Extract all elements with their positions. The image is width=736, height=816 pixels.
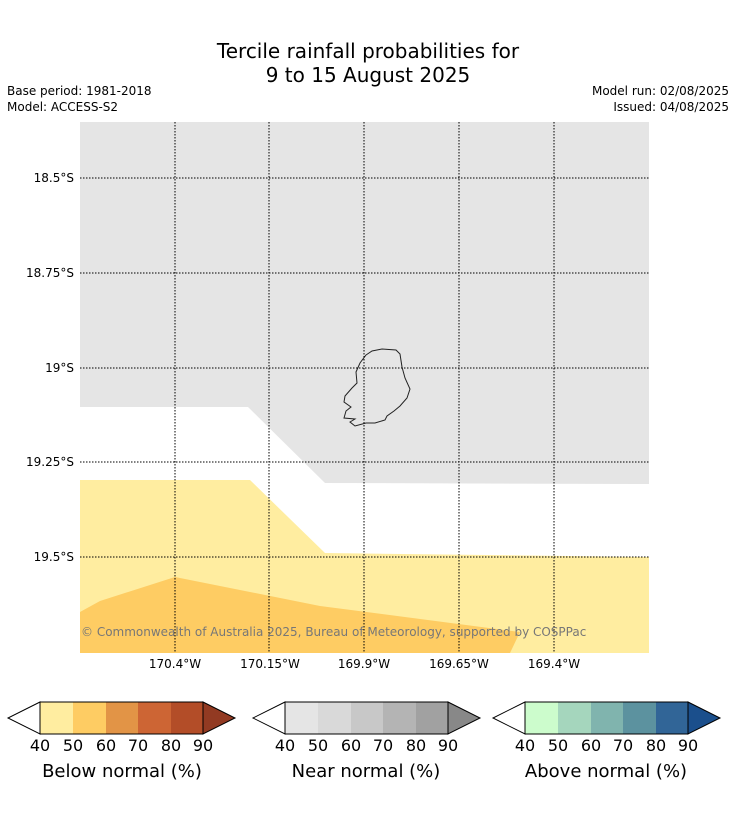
colorbar-segment (623, 702, 656, 734)
island-outline (343, 348, 411, 427)
colorbar-tick: 90 (192, 736, 214, 755)
colorbar-tick: 60 (95, 736, 117, 755)
gridlines (80, 122, 649, 653)
colorbar-outline (524, 701, 689, 735)
colorbar-tick: 80 (160, 736, 182, 755)
colorbar-tick: 50 (547, 736, 569, 755)
colorbar-segment (73, 702, 106, 734)
colorbar-tick: 50 (307, 736, 329, 755)
meta-right: Model run: 02/08/2025 Issued: 04/08/2025 (592, 83, 729, 115)
colorbar-under-extension (6, 701, 41, 735)
colorbar-tick: 60 (340, 736, 362, 755)
colorbar-over-extension (447, 701, 482, 735)
colorbar-segment (591, 702, 623, 734)
issued-text: Issued: 04/08/2025 (613, 100, 729, 114)
colorbar-segment (656, 702, 688, 734)
colorbar-over-extension (687, 701, 722, 735)
colorbar-tick: 70 (372, 736, 394, 755)
colorbar-outline (39, 701, 204, 735)
colorbar-tick: 90 (677, 736, 699, 755)
colorbar-segment (525, 702, 558, 734)
colorbar-over-extension (202, 701, 237, 735)
colorbar-segment (285, 702, 318, 734)
colorbar-label-above-normal: Above normal (%) (524, 761, 688, 782)
colorbar-tick: 40 (29, 736, 51, 755)
lon-label: 169.9°W (337, 657, 391, 671)
colorbar-segment (383, 702, 416, 734)
map-title-line-2: 9 to 15 August 2025 (265, 63, 471, 87)
colorbar-tick: 40 (274, 736, 296, 755)
colorbar-under-extension (491, 701, 526, 735)
lat-label: 18.75°S (26, 266, 74, 280)
colorbar-segment (138, 702, 171, 734)
meta-left: Base period: 1981-2018 Model: ACCESS-S2 (7, 83, 152, 115)
colorbar-label-below-normal: Below normal (%) (42, 761, 202, 782)
colorbar-segment (171, 702, 203, 734)
colorbar-segment (351, 702, 383, 734)
colorbar-tick: 80 (645, 736, 667, 755)
map-panel (80, 122, 649, 653)
colorbar-tick: 70 (612, 736, 634, 755)
base-period-text: Base period: 1981-2018 (7, 84, 152, 98)
lon-label: 170.4°W (148, 657, 202, 671)
colorbar-tick: 50 (62, 736, 84, 755)
colorbar-tick: 90 (437, 736, 459, 755)
lon-label: 169.65°W (429, 657, 489, 671)
colorbar-tick: 60 (580, 736, 602, 755)
lat-label: 19.5°S (33, 550, 74, 564)
colorbar-segment (40, 702, 73, 734)
lon-label: 169.4°W (527, 657, 581, 671)
map-title-line-1: Tercile rainfall probabilities for (216, 39, 520, 63)
colorbar-segment (106, 702, 138, 734)
colorbar-outline (284, 701, 449, 735)
colorbar-above-normal (491, 701, 722, 735)
lat-label: 19°S (45, 361, 74, 375)
colorbar-under-extension (251, 701, 286, 735)
colorbar-tick: 80 (405, 736, 427, 755)
colorbar-below-normal (6, 701, 237, 735)
colorbar-tick: 40 (514, 736, 536, 755)
lon-label: 170.15°W (240, 657, 300, 671)
lat-label: 19.25°S (26, 455, 74, 469)
copyright-text: © Commonwealth of Australia 2025, Bureau… (81, 625, 587, 639)
colorbar-near-normal (251, 701, 482, 735)
colorbar-segment (318, 702, 351, 734)
model-run-text: Model run: 02/08/2025 (591, 84, 729, 98)
colorbar-label-near-normal: Near normal (%) (291, 761, 441, 782)
colorbar-segment (558, 702, 591, 734)
below-normal-50-60-region (80, 577, 520, 653)
model-text: Model: ACCESS-S2 (7, 100, 119, 114)
lat-label: 18.5°S (33, 171, 74, 185)
colorbar-tick: 70 (127, 736, 149, 755)
colorbar-segment (416, 702, 448, 734)
